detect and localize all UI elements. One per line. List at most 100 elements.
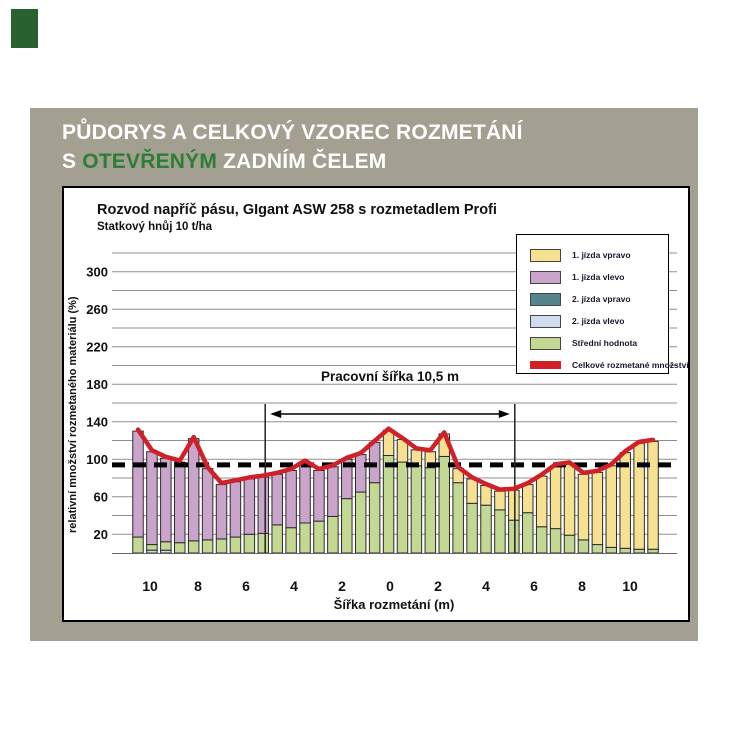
bar-segment-first-pass [577, 473, 590, 541]
chart-legend: 1. jízda vpravo 1. jízda vlevo 2. jízda … [516, 234, 689, 376]
legend-label: 2. jízda vpravo [572, 294, 631, 304]
bar-segment-first-pass [215, 484, 228, 540]
bar-segment-first-pass [327, 466, 339, 517]
x-tick-label: 10 [142, 578, 158, 594]
bar-segment-mean [257, 532, 270, 554]
legend-label: Střední hodnota [572, 338, 638, 348]
bar-segment-mean [438, 455, 450, 554]
bar-segment-mean [201, 539, 214, 554]
chart-title: Rozvod napříč pásu, GIgant ASW 258 s roz… [97, 202, 497, 218]
y-tick-label: 220 [86, 339, 108, 354]
x-tick-label: 6 [242, 578, 250, 594]
bar-segment-mean [215, 538, 228, 554]
banner-title-line1: PŮDORYS A CELKOVÝ VZOREC ROZMETÁNÍ [62, 121, 523, 144]
bar-segment-mean [577, 539, 590, 554]
bar-segment-mean [160, 541, 172, 551]
bar-segment-first-pass [243, 478, 256, 535]
bar-segment-first-pass [354, 454, 367, 493]
bar-segment-first-pass [201, 468, 214, 541]
bar-segment-first-pass [563, 463, 576, 536]
bar-segment-first-pass [229, 481, 242, 538]
bar-segment-mean [354, 491, 367, 554]
bar-segment-first-pass [647, 440, 659, 550]
bar-segment-first-pass [160, 457, 172, 543]
y-tick-label: 300 [86, 264, 108, 279]
bar-segment-mean [243, 533, 256, 554]
bar-segment-mean [229, 536, 242, 554]
working-width-label: Pracovní šířka 10,5 m [321, 369, 459, 384]
bar-segment-mean [341, 498, 353, 554]
bar-segment-mean [285, 527, 297, 554]
x-tick-label: 8 [194, 578, 202, 594]
x-tick-label: 10 [622, 578, 638, 594]
bar-segment-mean [382, 455, 395, 554]
bar-segment-mean [563, 534, 576, 554]
legend-swatch-pass1-left [530, 270, 561, 284]
bar-segment-first-pass [549, 465, 562, 530]
x-tick-label: 6 [530, 578, 538, 594]
bar-segment-mean [174, 542, 186, 554]
bar-segment-first-pass [508, 489, 520, 521]
bar-segment-mean [633, 548, 645, 554]
bar-segment-first-pass [605, 465, 618, 548]
legend-label: 1. jízda vpravo [572, 250, 631, 260]
bar-segment-mean [313, 520, 325, 554]
bar-segment-first-pass [271, 473, 283, 526]
bar-segment-mean [647, 548, 659, 554]
x-axis-label: Šířka rozmetání (m) [334, 597, 455, 612]
legend-label: 2. jízda vlevo [572, 316, 625, 326]
chart-subtitle: Statkový hnůj 10 t/ha [97, 221, 213, 233]
legend-swatch-pass2-right [530, 292, 561, 306]
bar-segment-first-pass [257, 476, 270, 534]
y-tick-label: 20 [94, 527, 108, 542]
y-tick-label: 260 [86, 302, 108, 317]
y-tick-label: 60 [94, 489, 108, 504]
x-tick-label: 4 [482, 578, 490, 594]
y-tick-label: 140 [86, 414, 108, 429]
bar-segment-mean [410, 465, 423, 554]
bar-segment-first-pass [494, 490, 506, 511]
bar-segment-mean [452, 482, 464, 554]
bar-segment-first-pass [466, 478, 478, 504]
legend-item-pass1-left: 1. jízda vlevo [517, 266, 668, 288]
bar-segment-mean [549, 528, 562, 554]
banner-title-line2: S OTEVŘENÝM ZADNÍM ČELEM [62, 147, 523, 176]
banner-title-line2-prefix: S [62, 150, 83, 173]
legend-item-mean: Střední hodnota [517, 332, 668, 354]
y-tick-label: 180 [86, 377, 108, 392]
x-tick-label: 8 [578, 578, 586, 594]
bar-segment-mean [619, 547, 631, 554]
bar-segment-mean [494, 509, 506, 554]
bar-segment-first-pass [480, 485, 492, 506]
bar-segment-first-pass [174, 461, 186, 544]
bar-segment-first-pass [535, 475, 548, 528]
bar-segment-first-pass [132, 430, 144, 538]
bar-segment-mean [605, 546, 618, 554]
legend-item-pass2-left: 2. jízda vlevo [517, 310, 668, 332]
bar-segment-first-pass [522, 484, 534, 514]
banner-title-highlight: OTEVŘENÝM [82, 150, 218, 173]
bar-segment-mean [424, 467, 437, 554]
bar-segment-mean [368, 482, 381, 554]
bar-segment-first-pass [591, 471, 604, 546]
banner-title-line2-suffix: ZADNÍM ČELEM [217, 150, 387, 173]
legend-swatch-pass2-left [530, 314, 561, 328]
bar-segment-mean [327, 515, 339, 554]
bar-segment-first-pass [299, 461, 311, 524]
legend-label: Celkové rozmetané množství [572, 360, 689, 370]
bar-segment-first-pass [313, 470, 325, 522]
chart-panel: 20 60 100 140 180 220 260 300 Pracovní šířka 10,… [62, 186, 690, 622]
arrow-left-head [270, 410, 282, 418]
legend-item-pass1-right: 1. jízda vpravo [517, 244, 668, 266]
x-tick-label: 2 [338, 578, 346, 594]
legend-item-total-line: Celkové rozmetané množství [517, 354, 689, 376]
bar-segment-mean [522, 512, 534, 554]
legend-item-pass2-right: 2. jízda vpravo [517, 288, 668, 310]
legend-swatch-pass1-right [530, 248, 561, 262]
bar-segment-first-pass [633, 442, 645, 550]
banner-title: PŮDORYS A CELKOVÝ VZOREC ROZMETÁNÍ S OTE… [62, 118, 523, 176]
legend-label: 1. jízda vlevo [572, 272, 625, 282]
x-tick-label: 4 [290, 578, 298, 594]
bar-segment-mean [187, 540, 200, 554]
y-axis-label: relativní množství rozmetaného materiálu… [67, 296, 79, 534]
